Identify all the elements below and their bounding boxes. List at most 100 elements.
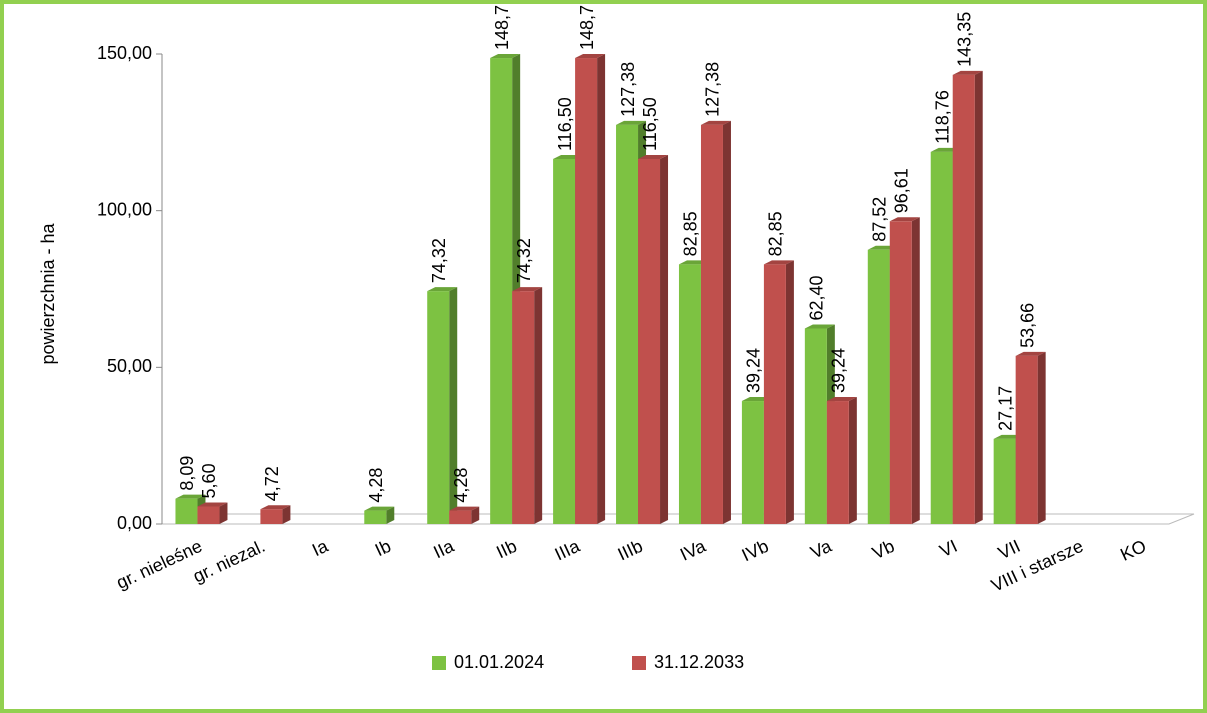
x-tick-label: VI xyxy=(937,536,961,561)
bar xyxy=(490,58,513,525)
bar-top xyxy=(763,260,794,265)
bar-top xyxy=(952,70,983,75)
bar xyxy=(804,328,827,524)
value-label: 148,71 xyxy=(492,4,512,50)
bar xyxy=(889,221,912,524)
value-label: 74,32 xyxy=(514,238,534,283)
bar-side xyxy=(722,120,731,524)
bar-side xyxy=(848,397,857,524)
value-label: 96,61 xyxy=(892,168,912,213)
value-label: 87,52 xyxy=(870,197,890,242)
bar xyxy=(553,158,576,524)
bar-top xyxy=(638,154,669,159)
bar xyxy=(197,506,220,524)
bar-side xyxy=(534,287,543,524)
bar-top xyxy=(575,54,606,59)
value-label: 39,24 xyxy=(744,348,764,393)
value-label: 8,09 xyxy=(177,456,197,491)
y-tick-label: 100,00 xyxy=(97,199,152,219)
bar xyxy=(427,291,450,524)
bar-top xyxy=(260,505,291,510)
bar xyxy=(700,124,723,524)
bar xyxy=(763,264,786,524)
x-tick-label: IVb xyxy=(739,536,772,566)
bar xyxy=(638,158,661,524)
bar-side xyxy=(974,70,983,524)
bar xyxy=(1015,355,1038,524)
bar xyxy=(678,264,701,524)
bar xyxy=(364,510,387,524)
value-label: 118,76 xyxy=(932,90,952,144)
bar-side xyxy=(597,54,606,525)
chart: powierzchnia - ha 0,00 50,00 100,00 150,00 g… xyxy=(38,4,1195,672)
value-label: 4,28 xyxy=(366,468,386,503)
x-tick-label: Ia xyxy=(309,535,332,560)
bar xyxy=(993,438,1016,524)
x-tick-label: Va xyxy=(807,535,835,562)
x-tick-label: IIa xyxy=(430,535,457,562)
value-label: 74,32 xyxy=(429,238,449,283)
bar-side xyxy=(660,154,669,524)
bar-side xyxy=(219,502,228,524)
bar-side xyxy=(471,506,480,524)
bar-top xyxy=(1015,351,1046,356)
bar-top xyxy=(804,324,835,329)
value-label: 143,35 xyxy=(954,12,974,67)
bar-side xyxy=(386,506,395,524)
x-tick-label: Vb xyxy=(869,536,897,563)
value-label: 116,50 xyxy=(555,97,575,151)
value-label: 127,38 xyxy=(618,62,638,117)
value-label: 53,66 xyxy=(1017,303,1037,348)
x-tick-label: IIIa xyxy=(552,535,584,564)
bar xyxy=(616,124,639,524)
legend-swatch xyxy=(632,656,646,670)
legend-swatch xyxy=(432,656,446,670)
bar xyxy=(826,401,849,524)
bar-side xyxy=(449,287,458,524)
bar-top xyxy=(490,54,521,59)
bar-side xyxy=(282,505,291,524)
value-label: 148,71 xyxy=(577,4,597,50)
x-tick-label: IIb xyxy=(493,536,520,563)
bar-side xyxy=(1037,351,1046,524)
bar-top xyxy=(175,494,206,499)
value-label: 82,85 xyxy=(766,211,786,256)
legend-label: 01.01.2024 xyxy=(454,652,544,672)
bar xyxy=(952,74,975,524)
bar xyxy=(175,498,198,524)
x-tick-label: gr. niezal. xyxy=(190,536,268,587)
value-label: 116,50 xyxy=(640,97,660,151)
x-tick-label: KO xyxy=(1117,536,1149,565)
bar-top xyxy=(512,287,543,292)
value-label: 4,28 xyxy=(451,468,471,503)
bar xyxy=(741,401,764,524)
x-tick-label: gr. nieleśne xyxy=(113,536,205,593)
y-axis-label: powierzchnia - ha xyxy=(38,222,58,364)
bar xyxy=(449,510,472,524)
bar xyxy=(575,58,598,525)
value-label: 27,17 xyxy=(995,386,1015,431)
value-label: 62,40 xyxy=(807,275,827,320)
y-tick-label: 50,00 xyxy=(107,356,152,376)
bar xyxy=(867,249,890,524)
x-tick-label: IIIb xyxy=(615,536,646,565)
bar-top xyxy=(700,120,731,125)
value-label: 82,85 xyxy=(681,211,701,256)
x-tick-label: Ib xyxy=(372,536,394,560)
bar-top xyxy=(616,120,647,125)
bar-top xyxy=(826,397,857,402)
bar xyxy=(930,151,953,525)
legend-label: 31.12.2033 xyxy=(654,652,744,672)
y-tick-label: 0,00 xyxy=(117,513,152,533)
bar-top xyxy=(364,506,395,511)
bar-top xyxy=(889,217,920,222)
value-label: 127,38 xyxy=(703,62,723,117)
bar-side xyxy=(785,260,794,524)
value-label: 39,24 xyxy=(829,348,849,393)
value-label: 5,60 xyxy=(199,463,219,498)
bar-top xyxy=(197,502,228,507)
bar-side xyxy=(911,217,920,524)
value-label: 4,72 xyxy=(262,466,282,501)
y-tick-label: 150,00 xyxy=(97,43,152,63)
